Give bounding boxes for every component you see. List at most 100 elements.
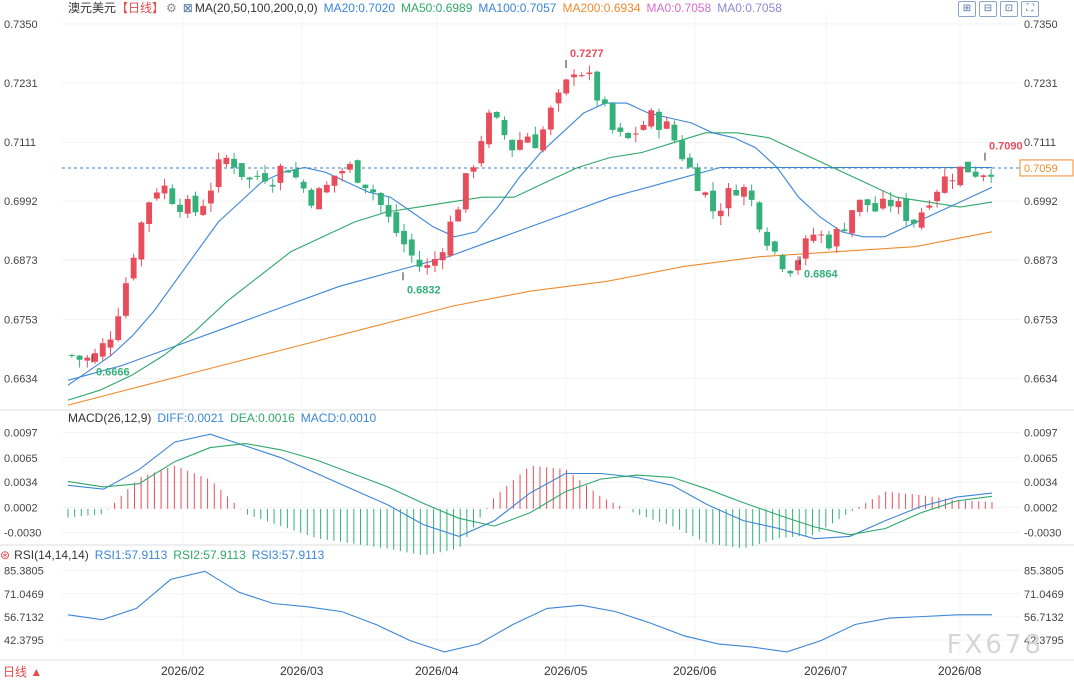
candle-body	[671, 124, 678, 141]
rsi-pane	[67, 570, 992, 653]
macd-values: DIFF:0.0021 DEA:0.0016 MACD:0.0010	[157, 411, 382, 425]
candlestick-series	[68, 65, 995, 368]
candle-body	[934, 191, 940, 202]
candle-body	[300, 181, 307, 189]
settings-icon[interactable]: ⚙	[166, 1, 177, 15]
zoom-out-icon[interactable]: ⊟	[979, 1, 997, 17]
candle-body	[432, 259, 438, 266]
candle-body	[99, 343, 106, 357]
candle-body	[741, 187, 747, 197]
macd-tick-right: -0.0030	[1024, 527, 1061, 539]
candle-body	[501, 119, 508, 136]
x-tick-label: 2026/03	[280, 664, 324, 678]
candle-body	[648, 110, 655, 127]
candle-body	[84, 357, 91, 361]
fullscreen-icon[interactable]: ⛶	[1021, 1, 1039, 17]
candle-body	[787, 270, 794, 274]
candle-body	[864, 199, 871, 206]
indicator-icon[interactable]: ⊠	[182, 1, 193, 15]
period-selector-button[interactable]: 日线 ▲	[3, 665, 43, 679]
candle-body	[841, 229, 848, 232]
candle-body	[601, 99, 608, 104]
candle-body	[849, 210, 856, 234]
candle-body	[76, 355, 83, 360]
candle-body	[910, 219, 917, 224]
candle-body	[880, 198, 886, 209]
rsi-line	[67, 570, 992, 653]
ma-value-2: MA100:0.7057	[478, 1, 557, 15]
candle-body	[339, 171, 346, 174]
candle-body	[679, 140, 686, 160]
candle-body	[130, 257, 137, 279]
candle-body	[625, 132, 631, 139]
price-tick-left: 0.6634	[4, 373, 38, 385]
rsi-values: RSI1:57.9113 RSI2:57.9113 RSI3:57.9113	[95, 548, 331, 562]
x-tick-label: 2026/04	[415, 664, 459, 678]
zoom-in-icon[interactable]: ⊞	[958, 1, 976, 17]
axis-labels: 0.7350 0.7350 0.7231 0.7231 0.7111 0.7111 0.69…	[4, 19, 1074, 678]
current-price-tag	[1019, 159, 1074, 177]
candle-body	[262, 173, 268, 182]
indicator-icon[interactable]: ⊡	[1000, 1, 1018, 17]
candle-body	[107, 339, 114, 348]
macd-label: MACD(26,12,9)	[68, 411, 152, 425]
rsi-tick-left: 71.0469	[4, 589, 44, 601]
candle-body	[972, 171, 979, 177]
candle-body	[161, 185, 168, 194]
watermark: FX678	[946, 630, 1044, 660]
candle-body	[470, 167, 477, 172]
candle-body	[833, 228, 840, 247]
ma200-line	[67, 231, 993, 406]
candle-body	[292, 169, 299, 178]
current-price-label: 0.7059	[1024, 163, 1058, 175]
ma-value-5: MA0:0.7058	[717, 1, 782, 15]
rsi-settings-icon[interactable]: ⊛	[0, 548, 11, 562]
rsi-tick-right: 85.3805	[1024, 566, 1064, 578]
macd-tick-left: 0.0097	[4, 428, 38, 440]
period-tag[interactable]: 【日线】	[116, 1, 165, 15]
price-tick-right: 0.6992	[1024, 196, 1058, 208]
macd-tick-right: 0.0097	[1024, 428, 1058, 440]
candle-body	[555, 92, 562, 104]
candle-body	[308, 189, 315, 206]
candle-body	[825, 234, 832, 249]
candle-body	[401, 230, 407, 245]
ma-value-4: MA0:0.7058	[646, 1, 712, 15]
symbol-name: 澳元美元	[68, 1, 117, 15]
macd-value-0: DIFF:0.0021	[157, 411, 225, 425]
rsi-value-2: RSI3:57.9113	[251, 548, 325, 562]
macd-value-2: MACD:0.0010	[300, 411, 377, 425]
candle-body	[949, 180, 956, 182]
candle-body	[656, 111, 662, 130]
macd-dea-line	[67, 443, 993, 536]
candle-body	[486, 112, 492, 145]
candle-body	[192, 195, 199, 213]
annotation-high: 0.7090	[989, 141, 1023, 153]
candle-body	[238, 163, 245, 177]
x-tick-label: 2026/05	[544, 664, 588, 678]
candle-body	[756, 202, 763, 230]
candle-body	[323, 184, 330, 193]
candle-body	[285, 170, 292, 173]
ma-value-0: MA20:0.7020	[323, 1, 395, 15]
candle-body	[524, 136, 531, 143]
candle-body	[177, 204, 183, 212]
candle-body	[493, 111, 500, 118]
macd-pane	[67, 433, 993, 555]
ma-value-3: MA200:0.6934	[562, 1, 641, 15]
annotation-low: 0.6864	[804, 268, 839, 280]
candle-body	[563, 79, 570, 94]
rsi-value-1: RSI2:57.9113	[173, 548, 246, 562]
grid-lines	[0, 14, 1074, 661]
macd-tick-right: 0.0002	[1024, 502, 1058, 514]
price-tick-right: 0.6753	[1024, 314, 1058, 326]
candle-body	[316, 188, 322, 210]
x-tick-label: 2026/08	[938, 664, 982, 678]
candle-body	[717, 210, 724, 217]
ma20-line	[67, 102, 993, 386]
candle-body	[771, 241, 778, 252]
candle-body	[725, 188, 732, 209]
candle-body	[439, 252, 446, 261]
candle-body	[347, 163, 353, 170]
annotation-high: 0.7277	[570, 48, 604, 60]
